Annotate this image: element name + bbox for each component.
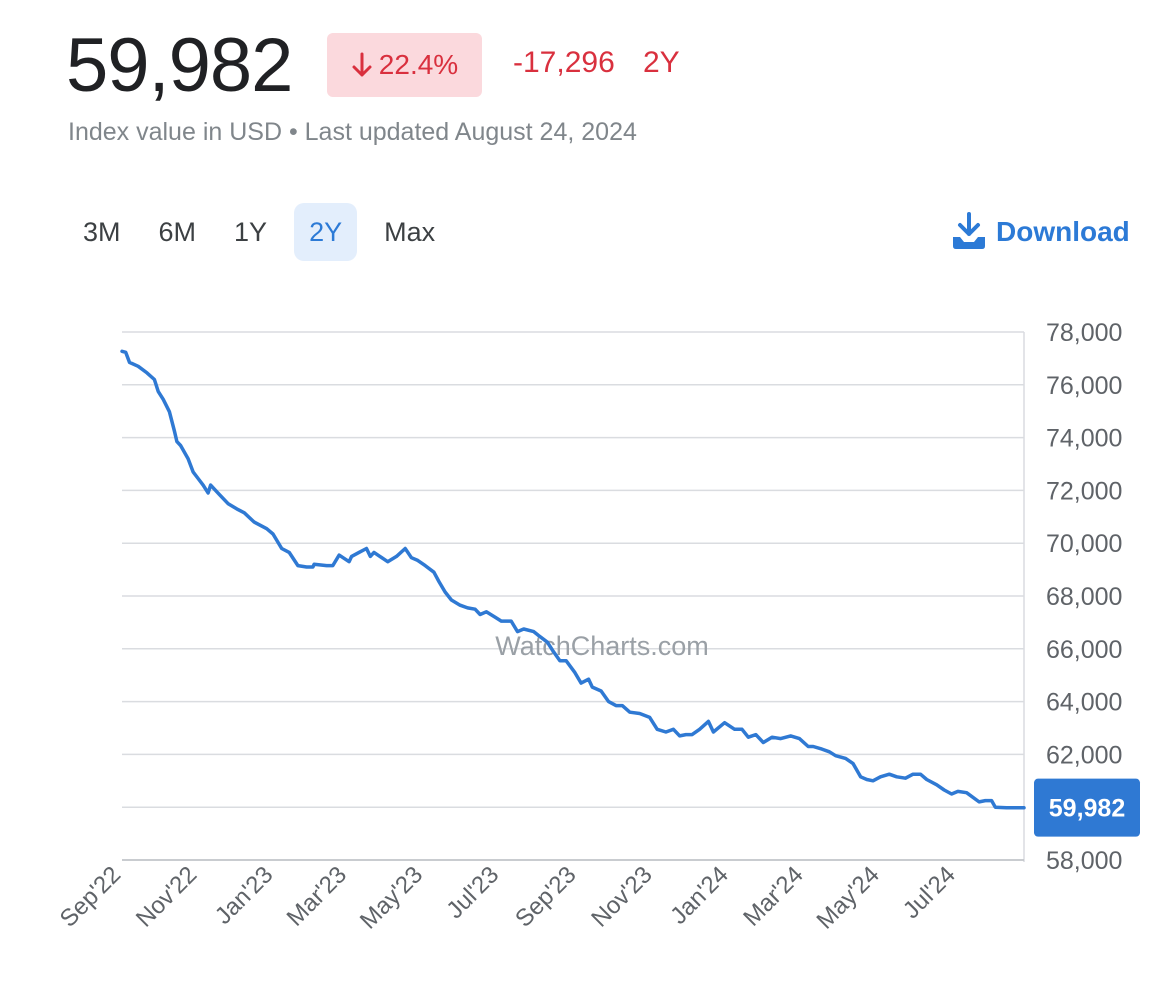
download-button[interactable]: Download xyxy=(950,210,1130,254)
arrow-down-icon xyxy=(352,52,372,77)
x-tick-label: May'23 xyxy=(355,861,428,934)
change-badge: 22.4% xyxy=(327,33,482,97)
x-tick-label: Jul'24 xyxy=(898,861,961,924)
tab-6m[interactable]: 6M xyxy=(158,217,197,247)
y-tick-label: 78,000 xyxy=(1046,319,1122,347)
y-tick-label: 70,000 xyxy=(1046,530,1122,558)
range-tabs: 3M 6M 1Y 2Y Max xyxy=(72,203,462,261)
series-line-layer xyxy=(120,349,1026,810)
x-tick-label: Jul'23 xyxy=(441,861,504,924)
series-line xyxy=(120,349,1026,810)
y-tick-label: 62,000 xyxy=(1046,741,1122,769)
price-chart: WatchCharts.com 58,00060,00062,00064,000… xyxy=(55,319,1140,934)
change-period: 2Y xyxy=(643,46,680,79)
y-tick-label: 72,000 xyxy=(1046,477,1122,505)
download-icon xyxy=(953,212,985,249)
index-value: 59,982 xyxy=(66,23,293,108)
grid-lines xyxy=(122,331,1025,862)
tab-2y[interactable]: 2Y xyxy=(294,203,358,261)
x-axis-ticks: Sep'22 Nov'22 Jan'23 Mar'23 May'23 Jul'23 Sep'… xyxy=(55,861,961,934)
x-tick-label: Sep'23 xyxy=(510,861,581,932)
watermark: WatchCharts.com xyxy=(495,631,709,661)
download-label: Download xyxy=(996,216,1130,247)
y-tick-label: 66,000 xyxy=(1046,636,1122,664)
x-tick-label: Jan'24 xyxy=(665,861,734,930)
x-tick-label: Mar'24 xyxy=(738,861,808,931)
y-tick-label: 76,000 xyxy=(1046,372,1122,400)
x-tick-label: Jan'23 xyxy=(210,861,279,930)
y-tick-label: 68,000 xyxy=(1046,583,1122,611)
tab-1y[interactable]: 1Y xyxy=(234,217,268,247)
tab-max[interactable]: Max xyxy=(384,217,436,247)
tab-3m[interactable]: 3M xyxy=(83,217,121,247)
y-tick-label: 74,000 xyxy=(1046,425,1122,453)
y-tick-label: 64,000 xyxy=(1046,689,1122,717)
x-tick-label: Nov'23 xyxy=(586,861,657,932)
x-tick-label: May'24 xyxy=(811,861,884,934)
subtitle: Index value in USD • Last updated August… xyxy=(68,118,637,146)
y-tick-label: 58,000 xyxy=(1046,847,1122,875)
change-absolute: -17,296 xyxy=(513,46,615,79)
change-percent: 22.4% xyxy=(378,49,459,80)
last-value-label: 59,982 xyxy=(1049,795,1125,823)
last-value-marker: 59,982 xyxy=(1034,778,1140,837)
x-tick-label: Sep'22 xyxy=(55,861,126,932)
x-tick-label: Mar'23 xyxy=(282,861,352,931)
x-tick-label: Nov'22 xyxy=(131,861,202,932)
last-value-badge xyxy=(1034,778,1140,837)
